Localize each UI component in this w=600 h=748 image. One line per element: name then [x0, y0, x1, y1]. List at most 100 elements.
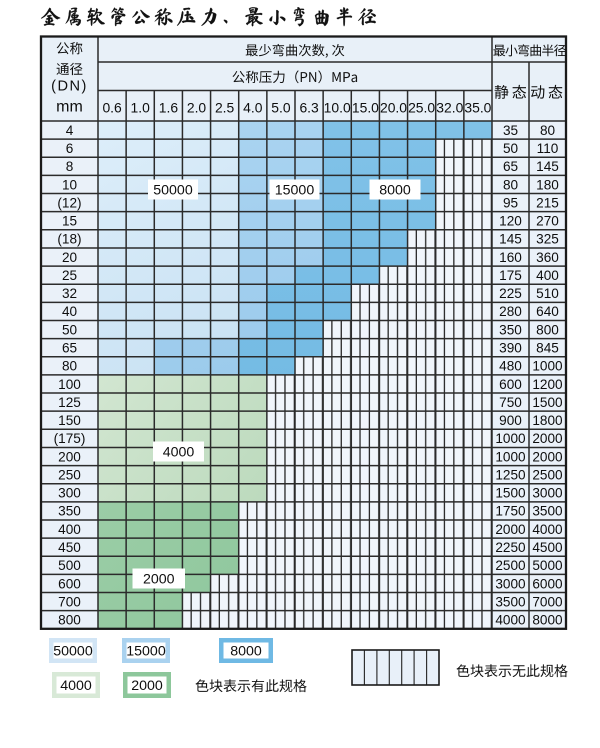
- svg-text:2000: 2000: [532, 449, 563, 464]
- svg-text:20.0: 20.0: [380, 99, 407, 115]
- svg-text:300: 300: [58, 486, 81, 501]
- svg-text:2.0: 2.0: [187, 99, 207, 115]
- svg-text:1000: 1000: [532, 359, 563, 374]
- svg-text:700: 700: [58, 594, 81, 609]
- svg-text:50000: 50000: [53, 644, 93, 660]
- svg-text:800: 800: [536, 322, 559, 337]
- svg-text:50: 50: [503, 141, 519, 156]
- svg-text:100: 100: [58, 377, 81, 392]
- svg-text:3500: 3500: [532, 504, 563, 519]
- svg-text:150: 150: [58, 413, 81, 428]
- svg-text:65: 65: [503, 159, 518, 174]
- svg-text:mm: mm: [56, 98, 83, 115]
- svg-text:180: 180: [536, 177, 559, 192]
- svg-text:2000: 2000: [131, 678, 163, 694]
- svg-text:160: 160: [499, 250, 522, 265]
- svg-text:600: 600: [58, 576, 81, 591]
- svg-text:400: 400: [58, 522, 81, 537]
- svg-text:5000: 5000: [532, 558, 563, 573]
- svg-text:(175): (175): [54, 431, 86, 446]
- svg-text:8000: 8000: [230, 644, 262, 660]
- svg-text:200: 200: [58, 449, 81, 464]
- svg-text:50: 50: [62, 322, 78, 337]
- svg-text:120: 120: [499, 214, 522, 229]
- svg-text:4: 4: [66, 123, 74, 138]
- svg-text:6: 6: [66, 141, 74, 156]
- svg-text:510: 510: [536, 286, 559, 301]
- svg-text:15000: 15000: [126, 644, 166, 660]
- svg-text:3500: 3500: [495, 594, 526, 609]
- svg-text:20: 20: [62, 250, 78, 265]
- svg-text:270: 270: [536, 214, 559, 229]
- svg-text:10.0: 10.0: [324, 99, 351, 115]
- svg-text:(12): (12): [57, 195, 81, 210]
- svg-text:175: 175: [499, 268, 522, 283]
- svg-text:125: 125: [58, 395, 81, 410]
- svg-text:450: 450: [58, 540, 81, 555]
- svg-text:50000: 50000: [153, 183, 193, 199]
- svg-text:600: 600: [499, 377, 522, 392]
- svg-text:25.0: 25.0: [408, 99, 435, 115]
- svg-text:15: 15: [62, 214, 77, 229]
- svg-text:4000: 4000: [532, 522, 563, 537]
- svg-text:1.0: 1.0: [131, 99, 151, 115]
- svg-text:750: 750: [499, 395, 522, 410]
- svg-text:225: 225: [499, 286, 522, 301]
- svg-text:145: 145: [499, 232, 522, 247]
- svg-text:80: 80: [540, 123, 556, 138]
- svg-text:3000: 3000: [532, 486, 563, 501]
- svg-text:6000: 6000: [532, 576, 563, 591]
- svg-text:1750: 1750: [495, 504, 526, 519]
- svg-text:(18): (18): [57, 232, 81, 247]
- svg-text:80: 80: [62, 359, 78, 374]
- svg-text:5.0: 5.0: [271, 99, 291, 115]
- svg-text:4000: 4000: [60, 678, 92, 694]
- svg-text:2000: 2000: [143, 572, 175, 588]
- svg-text:1.6: 1.6: [159, 99, 179, 115]
- svg-text:110: 110: [537, 141, 559, 156]
- svg-text:32: 32: [62, 286, 77, 301]
- svg-text:2500: 2500: [532, 467, 563, 482]
- svg-text:80: 80: [503, 177, 519, 192]
- svg-text:40: 40: [62, 304, 78, 319]
- svg-text:95: 95: [503, 195, 518, 210]
- svg-text:15.0: 15.0: [352, 99, 379, 115]
- svg-text:800: 800: [58, 613, 81, 628]
- svg-text:1250: 1250: [495, 467, 526, 482]
- svg-text:480: 480: [499, 359, 522, 374]
- svg-text:10: 10: [62, 177, 78, 192]
- svg-text:35.0: 35.0: [464, 99, 491, 115]
- svg-text:4500: 4500: [532, 540, 563, 555]
- svg-text:1500: 1500: [532, 395, 563, 410]
- svg-text:1000: 1000: [495, 449, 526, 464]
- svg-text:145: 145: [536, 159, 559, 174]
- svg-text:1000: 1000: [495, 431, 526, 446]
- svg-text:8000: 8000: [532, 613, 563, 628]
- svg-text:4.0: 4.0: [243, 99, 263, 115]
- svg-text:350: 350: [58, 504, 81, 519]
- svg-text:250: 250: [58, 467, 81, 482]
- svg-text:4000: 4000: [495, 613, 526, 628]
- svg-text:400: 400: [536, 268, 559, 283]
- svg-text:900: 900: [499, 413, 522, 428]
- svg-text:325: 325: [536, 232, 559, 247]
- svg-text:6.3: 6.3: [299, 99, 319, 115]
- svg-text:15000: 15000: [275, 183, 315, 199]
- svg-text:2250: 2250: [495, 540, 526, 555]
- svg-text:215: 215: [536, 195, 559, 210]
- svg-text:360: 360: [536, 250, 559, 265]
- svg-text:280: 280: [499, 304, 522, 319]
- svg-text:2000: 2000: [495, 522, 526, 537]
- svg-text:35: 35: [503, 123, 518, 138]
- svg-text:500: 500: [58, 558, 81, 573]
- svg-text:8000: 8000: [379, 183, 411, 199]
- svg-text:8: 8: [66, 159, 74, 174]
- svg-text:1500: 1500: [495, 486, 526, 501]
- svg-text:2000: 2000: [532, 431, 563, 446]
- svg-text:7000: 7000: [532, 594, 563, 609]
- svg-text:25: 25: [62, 268, 77, 283]
- svg-text:2.5: 2.5: [215, 99, 235, 115]
- svg-text:3000: 3000: [495, 576, 526, 591]
- svg-text:2500: 2500: [495, 558, 526, 573]
- svg-text:0.6: 0.6: [102, 99, 122, 115]
